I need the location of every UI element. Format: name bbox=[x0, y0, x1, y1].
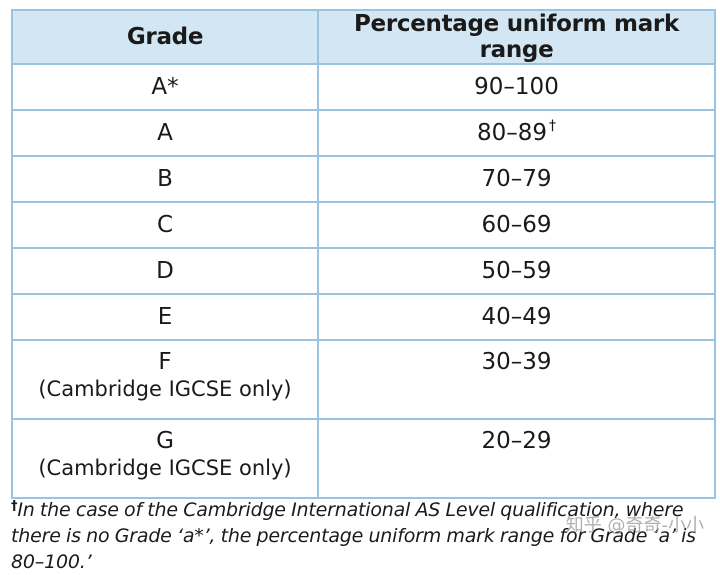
range-cell: 30–39 bbox=[317, 339, 716, 420]
grade-cell: A* bbox=[11, 63, 319, 111]
range-value: 70–79 bbox=[481, 166, 552, 192]
grade-cell: F (Cambridge IGCSE only) bbox=[11, 339, 319, 420]
range-cell: 90–100 bbox=[317, 63, 716, 111]
grade-cell: D bbox=[11, 247, 319, 295]
table-row: B 70–79 bbox=[11, 155, 716, 203]
grade-cell: B bbox=[11, 155, 319, 203]
range-value: 30–39 bbox=[481, 349, 552, 375]
range-cell: 70–79 bbox=[317, 155, 716, 203]
table-row: A 80–89 † bbox=[11, 109, 716, 157]
grade-letter: F bbox=[158, 349, 172, 375]
grade-cell: C bbox=[11, 201, 319, 249]
watermark: 知乎 @奇奇-小小 bbox=[565, 515, 704, 536]
grade-note: (Cambridge IGCSE only) bbox=[38, 456, 292, 480]
grade-cell: E bbox=[11, 293, 319, 341]
table-row: G (Cambridge IGCSE only) 20–29 bbox=[11, 418, 716, 499]
header-row: Grade Percentage uniform mark range bbox=[11, 9, 716, 65]
range-value: 20–29 bbox=[481, 428, 552, 454]
grade-letter: G bbox=[156, 428, 174, 454]
range-cell: 60–69 bbox=[317, 201, 716, 249]
table-row: C 60–69 bbox=[11, 201, 716, 249]
grade-table: Grade Percentage uniform mark range A* 9… bbox=[11, 9, 716, 499]
range-value: 50–59 bbox=[481, 258, 552, 284]
range-value: 40–49 bbox=[481, 304, 552, 330]
table-row: E 40–49 bbox=[11, 293, 716, 341]
grade-cell: G (Cambridge IGCSE only) bbox=[11, 418, 319, 499]
header-grade: Grade bbox=[11, 9, 319, 65]
range-cell: 40–49 bbox=[317, 293, 716, 341]
grade-cell: A bbox=[11, 109, 319, 157]
range-value: 80–89 bbox=[476, 120, 548, 146]
footnote-dagger: † bbox=[11, 499, 18, 514]
header-percentage-range: Percentage uniform mark range bbox=[317, 9, 716, 65]
range-value: 60–69 bbox=[481, 212, 552, 238]
range-cell: 50–59 bbox=[317, 247, 716, 295]
grade-note: (Cambridge IGCSE only) bbox=[38, 377, 292, 401]
range-value: 90–100 bbox=[474, 74, 559, 100]
range-cell: 80–89 † bbox=[317, 109, 716, 157]
dagger-mark: † bbox=[549, 118, 557, 134]
table-row: F (Cambridge IGCSE only) 30–39 bbox=[11, 339, 716, 420]
range-cell: 20–29 bbox=[317, 418, 716, 499]
table-row: D 50–59 bbox=[11, 247, 716, 295]
table-row: A* 90–100 bbox=[11, 63, 716, 111]
